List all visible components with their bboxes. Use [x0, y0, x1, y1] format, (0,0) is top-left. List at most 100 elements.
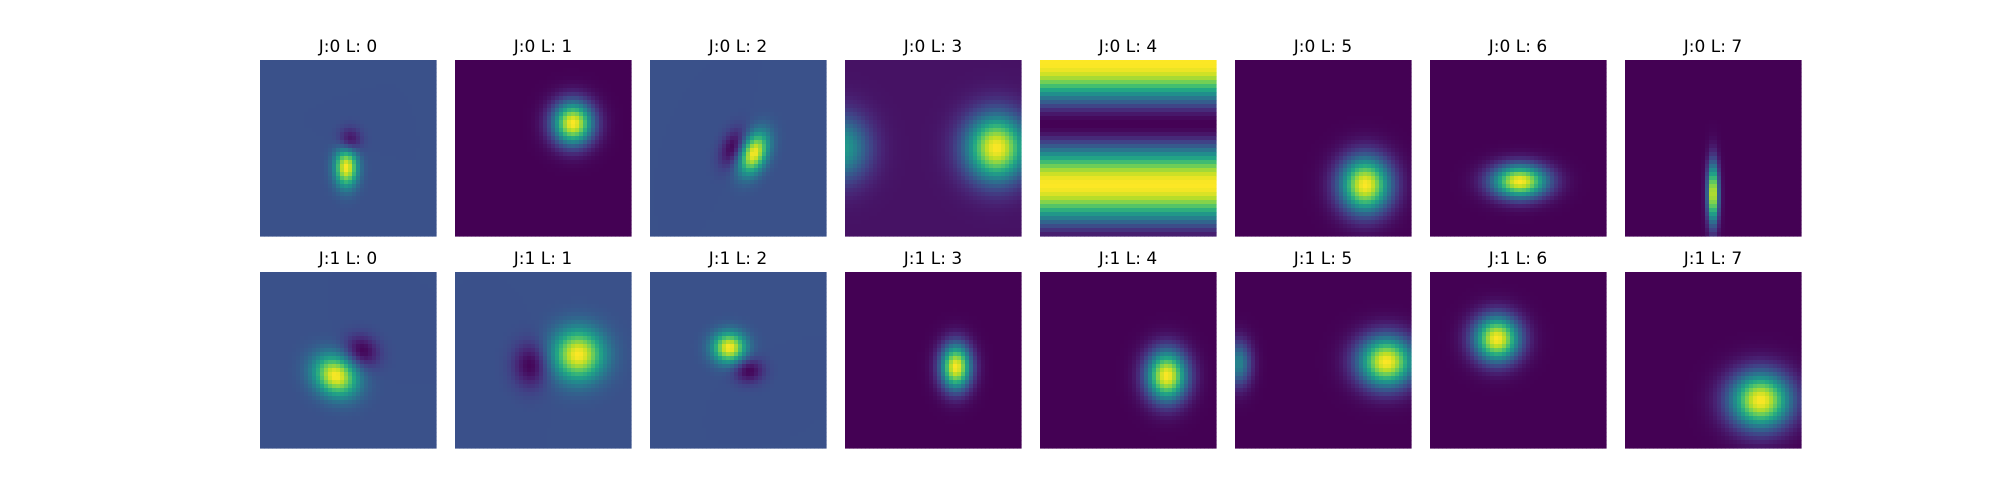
heatmap-cell	[603, 200, 608, 205]
heatmap-cell	[527, 72, 532, 77]
heatmap-cell	[539, 160, 544, 165]
heatmap-cell	[523, 132, 528, 137]
heatmap-cell	[364, 60, 369, 65]
heatmap-cell	[344, 76, 349, 81]
heatmap-cell	[424, 144, 429, 149]
heatmap-cell	[459, 156, 464, 161]
heatmap-cell	[475, 60, 480, 65]
heatmap-cell	[332, 220, 337, 225]
heatmap-cell	[404, 128, 409, 133]
heatmap-cell	[388, 144, 393, 149]
heatmap-cell	[762, 128, 767, 133]
heatmap-cell	[352, 212, 357, 217]
heatmap-cell	[507, 72, 512, 77]
heatmap-cell	[491, 196, 496, 201]
heatmap-cell	[623, 208, 628, 213]
heatmap-cell	[260, 60, 265, 65]
heatmap-cell	[523, 232, 528, 237]
heatmap-cell	[332, 224, 337, 229]
heatmap-cell	[690, 96, 695, 101]
heatmap-cell	[567, 124, 572, 129]
heatmap-cell	[308, 176, 313, 181]
heatmap-cell	[682, 120, 687, 125]
heatmap-cell	[272, 160, 277, 165]
heatmap-cell	[694, 100, 699, 105]
heatmap-cell	[400, 148, 405, 153]
heatmap-cell	[726, 88, 731, 93]
heatmap-cell	[459, 200, 464, 205]
heatmap-cell	[499, 204, 504, 209]
heatmap-cell	[567, 220, 572, 225]
heatmap-cell	[623, 220, 628, 225]
heatmap-cell	[511, 100, 516, 105]
heatmap-cell	[543, 200, 548, 205]
heatmap-cell	[292, 120, 297, 125]
heatmap-cell	[264, 112, 269, 117]
heatmap-cell	[686, 128, 691, 133]
heatmap-cell	[563, 80, 568, 85]
heatmap-cell	[499, 92, 504, 97]
heatmap-cell	[364, 196, 369, 201]
heatmap-cell	[392, 92, 397, 97]
heatmap-cell	[284, 72, 289, 77]
heatmap-cell	[304, 136, 309, 141]
heatmap-cell	[595, 184, 600, 189]
heatmap-cell	[348, 156, 353, 161]
heatmap-cell	[336, 164, 341, 169]
heatmap-cell	[356, 156, 361, 161]
heatmap-cell	[587, 160, 592, 165]
heatmap-cell	[579, 164, 584, 169]
heatmap-cell	[650, 104, 655, 109]
heatmap-cell	[364, 132, 369, 137]
heatmap-cell	[746, 84, 751, 89]
heatmap-cell	[551, 228, 556, 233]
heatmap-cell	[818, 124, 823, 129]
heatmap-cell	[400, 108, 405, 113]
heatmap-cell	[316, 228, 321, 233]
heatmap-cell	[686, 124, 691, 129]
heatmap-cell	[300, 188, 305, 193]
heatmap-cell	[531, 228, 536, 233]
heatmap-cell	[380, 216, 385, 221]
heatmap-cell	[515, 136, 520, 141]
heatmap-cell	[650, 136, 655, 141]
heatmap-cell	[619, 72, 624, 77]
heatmap-cell	[328, 76, 333, 81]
heatmap-cell	[296, 172, 301, 177]
heatmap-cell	[694, 112, 699, 117]
heatmap-cell	[316, 88, 321, 93]
heatmap-cell	[340, 160, 345, 165]
heatmap-cell	[316, 180, 321, 185]
heatmap-cell	[670, 64, 675, 69]
heatmap-cell	[264, 200, 269, 205]
heatmap-cell	[511, 144, 516, 149]
heatmap-cell	[579, 176, 584, 181]
heatmap-cell	[519, 124, 524, 129]
heatmap-cell	[400, 180, 405, 185]
heatmap-cell	[432, 156, 437, 161]
heatmap-cell	[308, 116, 313, 121]
heatmap-cell	[340, 164, 345, 169]
heatmap-cell	[623, 156, 628, 161]
heatmap-cell	[300, 132, 305, 137]
heatmap-cell	[479, 188, 484, 193]
heatmap-cell	[678, 76, 683, 81]
heatmap-cell	[416, 180, 421, 185]
heatmap-cell	[523, 180, 528, 185]
heatmap-cell	[539, 180, 544, 185]
heatmap-cell	[694, 120, 699, 125]
heatmap-cell	[344, 116, 349, 121]
heatmap-cell	[424, 92, 429, 97]
heatmap-cell	[750, 108, 755, 113]
heatmap-cell	[428, 148, 433, 153]
heatmap-cell	[416, 96, 421, 101]
heatmap-cell	[782, 60, 787, 65]
heatmap-cell	[360, 100, 365, 105]
heatmap-cell	[420, 184, 425, 189]
heatmap-cell	[491, 232, 496, 237]
heatmap-cell	[551, 68, 556, 73]
heatmap-cell	[340, 168, 345, 173]
heatmap-cell	[571, 176, 576, 181]
heatmap-cell	[348, 132, 353, 137]
heatmap-cell	[412, 72, 417, 77]
